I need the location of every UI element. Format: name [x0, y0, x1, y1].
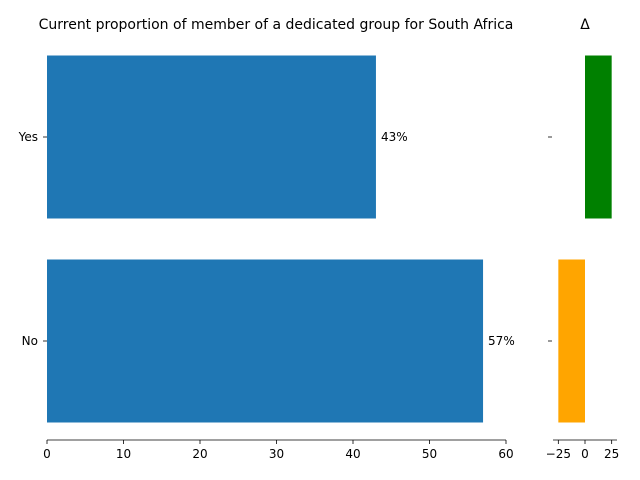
- x-tick-label-0: 0: [43, 447, 51, 461]
- delta-x-tick-label-25: 25: [604, 447, 619, 461]
- data-label-no: 57%: [488, 334, 515, 348]
- delta-bar-yes: [585, 55, 612, 219]
- delta-panel: −25 0 25: [546, 55, 619, 461]
- x-tick-label-20: 20: [192, 447, 207, 461]
- bar-no: [47, 259, 484, 423]
- main-chart-title: Current proportion of member of a dedica…: [39, 17, 514, 33]
- delta-x-tick-label-0: 0: [581, 447, 589, 461]
- delta-chart-title: Δ: [580, 17, 590, 33]
- y-tick-label-no: No: [22, 334, 38, 348]
- delta-bar-no: [558, 259, 585, 423]
- y-tick-label-yes: Yes: [18, 130, 38, 144]
- delta-x-tick-label--25: −25: [546, 447, 571, 461]
- x-tick-label-30: 30: [269, 447, 284, 461]
- x-tick-label-60: 60: [498, 447, 513, 461]
- main-panel: 43% Yes 57% No 0 10 20 30 40 50 60: [18, 55, 515, 461]
- x-tick-label-40: 40: [345, 447, 360, 461]
- x-tick-label-10: 10: [116, 447, 131, 461]
- x-tick-label-50: 50: [422, 447, 437, 461]
- bar-yes: [47, 55, 376, 219]
- data-label-yes: 43%: [381, 130, 408, 144]
